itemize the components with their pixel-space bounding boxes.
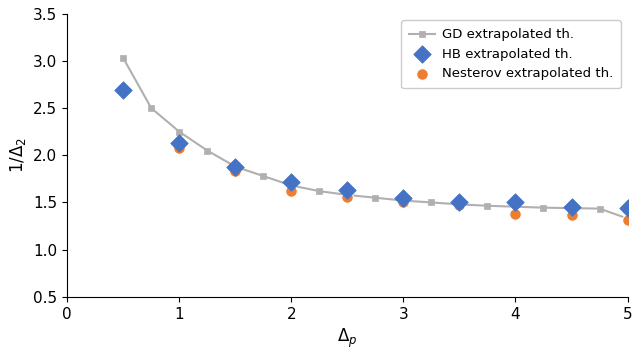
- GD extrapolated th.: [204, 149, 211, 153]
- GD extrapolated th.: [428, 200, 435, 205]
- GD extrapolated th.: [147, 106, 155, 110]
- GD extrapolated th.: [287, 183, 295, 188]
- Nesterov extrapolated th.: [286, 188, 296, 194]
- Nesterov extrapolated th.: [230, 169, 241, 174]
- X-axis label: $\Delta_p$: $\Delta_p$: [337, 327, 358, 350]
- GD extrapolated th.: [511, 204, 519, 209]
- GD extrapolated th.: [120, 56, 127, 60]
- GD extrapolated th.: [596, 207, 604, 211]
- HB extrapolated th.: [286, 179, 296, 185]
- Legend: GD extrapolated th., HB extrapolated th., Nesterov extrapolated th.: GD extrapolated th., HB extrapolated th.…: [401, 20, 621, 88]
- Nesterov extrapolated th.: [454, 202, 465, 208]
- GD extrapolated th.: [484, 204, 492, 208]
- HB extrapolated th.: [623, 205, 633, 211]
- HB extrapolated th.: [510, 200, 520, 205]
- HB extrapolated th.: [566, 204, 577, 209]
- HB extrapolated th.: [174, 140, 184, 146]
- Nesterov extrapolated th.: [510, 211, 520, 217]
- HB extrapolated th.: [454, 199, 465, 205]
- Nesterov extrapolated th.: [566, 212, 577, 218]
- GD extrapolated th.: [372, 195, 380, 200]
- GD extrapolated th.: [316, 189, 323, 193]
- HB extrapolated th.: [118, 87, 129, 93]
- Nesterov extrapolated th.: [623, 218, 633, 223]
- GD extrapolated th.: [175, 130, 183, 134]
- Nesterov extrapolated th.: [398, 200, 408, 205]
- GD extrapolated th.: [232, 164, 239, 169]
- Line: GD extrapolated th.: GD extrapolated th.: [120, 55, 630, 222]
- GD extrapolated th.: [456, 202, 463, 207]
- GD extrapolated th.: [259, 174, 267, 178]
- Y-axis label: $1/\Delta_2$: $1/\Delta_2$: [8, 137, 28, 173]
- GD extrapolated th.: [540, 205, 547, 210]
- Nesterov extrapolated th.: [174, 145, 184, 151]
- GD extrapolated th.: [399, 198, 407, 203]
- GD extrapolated th.: [624, 216, 632, 221]
- HB extrapolated th.: [398, 195, 408, 200]
- Nesterov extrapolated th.: [118, 86, 129, 92]
- Nesterov extrapolated th.: [342, 194, 353, 200]
- GD extrapolated th.: [344, 193, 351, 197]
- HB extrapolated th.: [342, 187, 353, 193]
- GD extrapolated th.: [568, 206, 575, 210]
- HB extrapolated th.: [230, 164, 241, 169]
